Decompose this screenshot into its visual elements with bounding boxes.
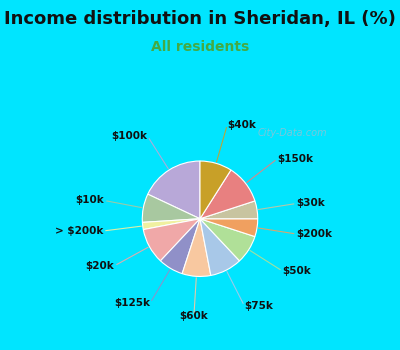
Wedge shape xyxy=(143,219,200,261)
Text: All residents: All residents xyxy=(151,40,249,54)
Wedge shape xyxy=(200,219,255,261)
Wedge shape xyxy=(142,219,200,230)
Wedge shape xyxy=(200,219,240,275)
Wedge shape xyxy=(142,194,200,222)
Wedge shape xyxy=(200,161,231,219)
Text: $30k: $30k xyxy=(296,198,325,209)
Text: Income distribution in Sheridan, IL (%): Income distribution in Sheridan, IL (%) xyxy=(4,10,396,28)
Text: $75k: $75k xyxy=(244,301,273,311)
Text: $150k: $150k xyxy=(277,154,313,164)
Text: $40k: $40k xyxy=(227,120,256,130)
Text: > $200k: > $200k xyxy=(54,226,103,236)
Wedge shape xyxy=(200,170,255,219)
Wedge shape xyxy=(148,161,200,219)
Wedge shape xyxy=(200,201,258,219)
Text: $60k: $60k xyxy=(180,312,208,321)
Text: $20k: $20k xyxy=(86,261,114,271)
Text: $10k: $10k xyxy=(75,195,104,205)
Text: $50k: $50k xyxy=(282,266,311,276)
Wedge shape xyxy=(200,219,258,237)
Wedge shape xyxy=(160,219,200,274)
Text: $125k: $125k xyxy=(114,298,150,308)
Text: $100k: $100k xyxy=(112,131,148,141)
Wedge shape xyxy=(182,219,211,276)
Text: City-Data.com: City-Data.com xyxy=(257,128,327,138)
Text: $200k: $200k xyxy=(296,229,332,239)
